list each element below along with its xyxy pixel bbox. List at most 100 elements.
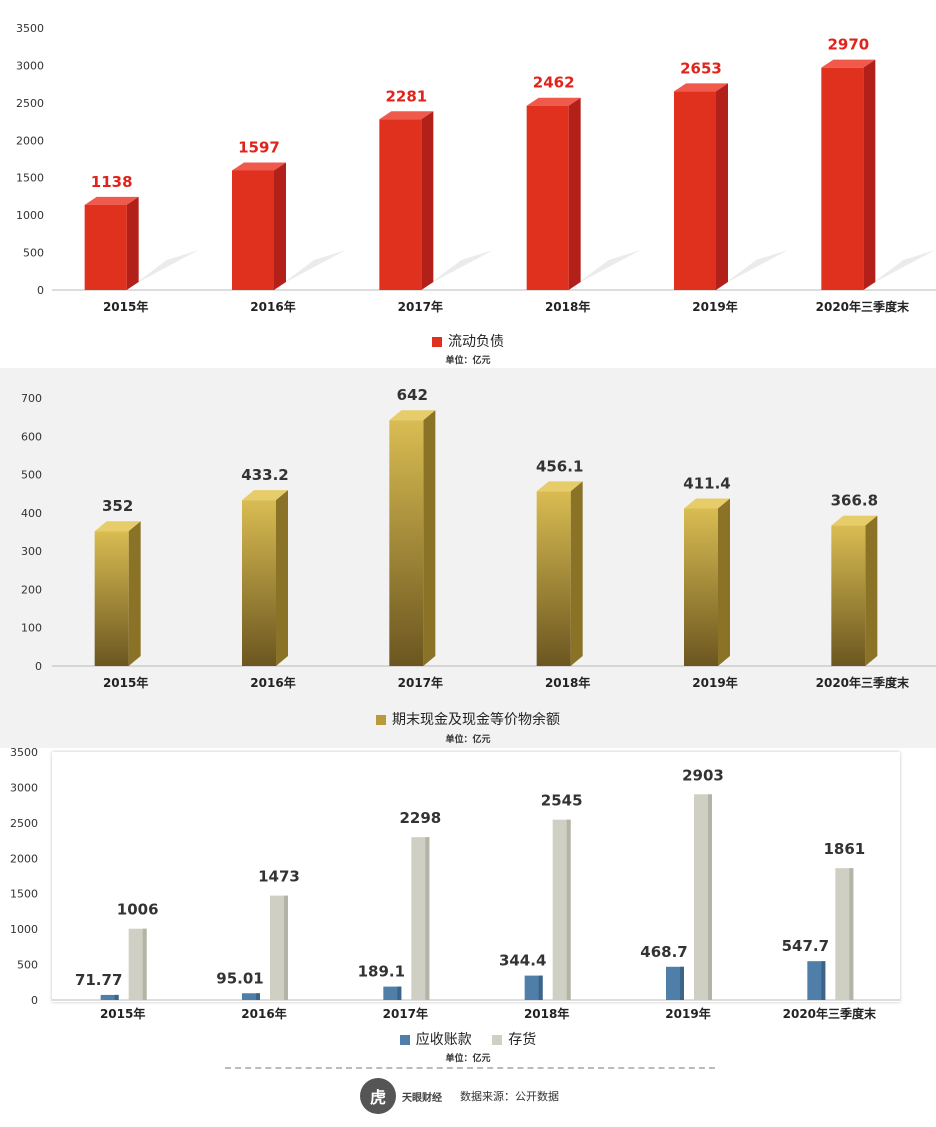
y-tick-label: 2000: [10, 852, 38, 865]
data-source: 数据来源：公开数据: [460, 1090, 559, 1103]
bar-side: [276, 490, 288, 666]
bar-receivables: [666, 966, 684, 1000]
data-label-receivables: 189.1: [358, 963, 405, 981]
bar-side: [570, 481, 583, 666]
bar-receivables: [242, 993, 260, 1000]
bar-side: [863, 59, 876, 290]
data-label: 1138: [91, 173, 133, 191]
bar-top: [684, 498, 730, 509]
y-tick-label: 0: [37, 284, 44, 297]
data-label-inventory: 2298: [399, 809, 441, 827]
chart-current-liabilities: 0 500 1000 1500 2000 2500 3000 3500 2015年 2016年 20…: [0, 0, 936, 368]
y-tick-label: 1000: [10, 923, 38, 936]
y-tick-label: 3500: [10, 748, 38, 759]
y-tick-label: 300: [21, 545, 42, 558]
bar: [242, 500, 276, 666]
y-tick-label: 0: [35, 660, 42, 673]
legend-label: 存货: [508, 1032, 537, 1048]
bar-top: [821, 59, 876, 68]
bar-receivables-shade: [680, 966, 684, 1000]
bar-receivables-shade: [114, 994, 119, 1000]
bar-side: [568, 97, 581, 290]
x-tick-label: 2018年: [545, 299, 590, 314]
bar-receivables: [807, 961, 826, 1000]
y-tick-label: 2000: [16, 134, 44, 147]
x-tick-label: 2018年: [524, 1006, 569, 1021]
bar-receivables-shade: [538, 975, 543, 1000]
bar-inventory-shade: [425, 837, 430, 1000]
y-tick-label: 100: [21, 622, 42, 635]
data-label-inventory: 1861: [823, 840, 865, 858]
x-tick-label: 2019年: [665, 1006, 710, 1021]
y-tick-label: 500: [21, 469, 42, 482]
chart1-unit: 单位：亿元: [445, 356, 491, 366]
x-tick-label: 2016年: [250, 675, 295, 690]
bar-inventory: [835, 868, 854, 1000]
x-tick-label: 2020年三季度末: [816, 299, 910, 314]
x-tick-label: 2017年: [398, 299, 443, 314]
data-label-inventory: 1473: [258, 868, 300, 886]
data-label: 2281: [385, 87, 427, 105]
legend-item-inventory: 存货: [492, 1029, 536, 1049]
x-tick-label: 2015年: [103, 299, 148, 314]
x-tick-label: 2017年: [398, 675, 443, 690]
bar-inventory-shade: [566, 819, 571, 1000]
chart1-legend: 流动负债: [0, 331, 936, 351]
x-tick-label: 2020年三季度末: [816, 675, 910, 690]
y-tick-label: 3000: [16, 59, 44, 72]
footer: 虎 天眼财经 数据来源：公开数据: [360, 1076, 559, 1116]
bar-top: [84, 196, 139, 205]
chart-receivables-inventory: 0 500 1000 1500 2000 2500 3000 3500 2015年 2016年 20…: [0, 748, 936, 1127]
bar: [379, 119, 422, 290]
data-label-inventory: 2903: [682, 766, 724, 784]
bar: [526, 105, 569, 290]
bar-top: [379, 111, 434, 120]
legend-item-receivables: 应收账款: [399, 1029, 472, 1049]
bar: [84, 204, 127, 290]
bar-inventory: [694, 794, 712, 1000]
bar-side: [423, 410, 436, 666]
y-tick-label: 0: [31, 994, 38, 1007]
bar-side: [718, 498, 730, 666]
bar-top: [526, 97, 581, 106]
chart2-legend: 期末现金及现金等价物余额: [0, 709, 936, 729]
y-tick-label: 400: [21, 507, 42, 520]
y-tick-label: 3000: [10, 781, 38, 794]
y-tick-label: 200: [21, 583, 42, 596]
legend-label: 期末现金及现金等价物余额: [392, 712, 560, 728]
bar: [821, 67, 864, 290]
data-label-receivables: 468.7: [640, 943, 687, 961]
legend-item-cash: 期末现金及现金等价物余额: [376, 709, 560, 729]
x-tick-label: 2015年: [100, 1006, 145, 1021]
bar-receivables-shade: [397, 986, 402, 1000]
legend-label: 流动负债: [448, 334, 504, 350]
data-label: 456.1: [536, 457, 583, 475]
data-label: 2970: [827, 36, 869, 54]
bar-side: [128, 521, 141, 666]
data-label: 411.4: [683, 474, 730, 492]
x-tick-label: 2017年: [383, 1006, 428, 1021]
bar-receivables: [100, 994, 119, 1000]
x-tick-label: 2016年: [250, 299, 295, 314]
y-tick-label: 600: [21, 430, 42, 443]
x-tick-label: 2016年: [241, 1006, 286, 1021]
bar-top: [94, 521, 141, 532]
legend-item-liabilities: 流动负债: [432, 331, 504, 351]
bar-side: [421, 111, 434, 290]
bar-side: [716, 83, 728, 291]
bar-side: [126, 196, 139, 290]
bar-top: [389, 410, 436, 421]
data-label-inventory: 1006: [117, 901, 159, 919]
bar-inventory: [552, 819, 571, 1000]
bar-top: [536, 481, 583, 492]
brand-name: 天眼财经: [402, 1092, 442, 1104]
data-label: 1597: [238, 138, 280, 156]
bar-inventory-shade: [142, 928, 147, 1000]
x-tick-label: 2018年: [545, 675, 590, 690]
bar-inventory: [128, 928, 147, 1000]
bar-receivables-shade: [256, 993, 260, 1000]
y-tick-label: 3500: [16, 22, 44, 35]
bar-top: [232, 162, 286, 171]
y-tick-label: 1500: [16, 172, 44, 185]
data-label: 433.2: [241, 466, 288, 484]
